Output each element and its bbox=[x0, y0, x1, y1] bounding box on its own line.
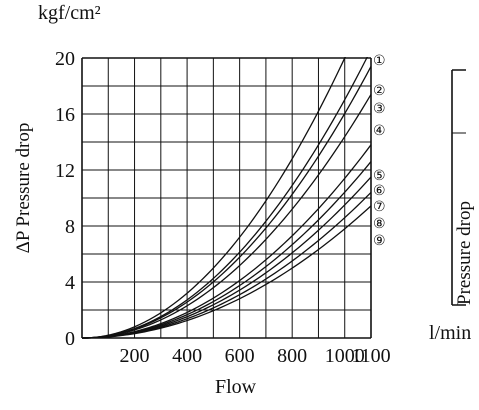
series-label-3: ③ bbox=[373, 101, 386, 117]
x-tick-label: 800 bbox=[277, 345, 307, 367]
side-panel-frame bbox=[451, 69, 466, 306]
series-curve-3 bbox=[82, 66, 371, 339]
y-tick-label: 4 bbox=[65, 272, 75, 294]
y-tick-label: 16 bbox=[55, 104, 75, 126]
x-tick-label: 600 bbox=[225, 345, 255, 367]
side-panel: Pressure drop bbox=[451, 69, 475, 306]
series-label-9: ⑨ bbox=[373, 233, 386, 249]
y-axis-unit: kgf/cm² bbox=[38, 2, 101, 24]
y-tick-label: 8 bbox=[65, 216, 75, 238]
series-label-4: ④ bbox=[373, 123, 386, 139]
series-curve-5 bbox=[82, 144, 371, 339]
side-panel-label: Pressure drop bbox=[454, 201, 475, 305]
series-label-1: ① bbox=[373, 53, 386, 69]
chart-grid bbox=[81, 57, 372, 339]
series-label-7: ⑦ bbox=[373, 199, 386, 215]
x-tick-label: 400 bbox=[172, 345, 202, 367]
series-curve-9 bbox=[82, 205, 371, 339]
series-label-2: ② bbox=[373, 83, 386, 99]
x-axis-unit: l/min bbox=[429, 322, 472, 344]
series-curve-4 bbox=[82, 94, 371, 339]
series-label-6: ⑥ bbox=[373, 183, 386, 199]
y-tick-label: 12 bbox=[55, 160, 75, 182]
series-curve-1 bbox=[82, 57, 346, 339]
y-tick-label: 20 bbox=[55, 48, 75, 70]
x-tick-label: 1100 bbox=[351, 345, 390, 367]
chart-curves bbox=[82, 57, 371, 339]
series-curve-7 bbox=[82, 176, 371, 339]
x-axis-label: Flow bbox=[215, 376, 257, 398]
x-tick-label: 200 bbox=[120, 345, 150, 367]
series-label-5: ⑤ bbox=[373, 168, 386, 184]
series-label-8: ⑧ bbox=[373, 216, 386, 232]
y-axis-label: ΔP Pressure drop bbox=[13, 122, 34, 254]
x-tick-label: 1000 bbox=[325, 345, 365, 367]
y-tick-label: 0 bbox=[65, 328, 75, 350]
series-curve-6 bbox=[82, 161, 371, 339]
y-tick-labels: 0 4 8 12 16 20 bbox=[55, 48, 75, 350]
